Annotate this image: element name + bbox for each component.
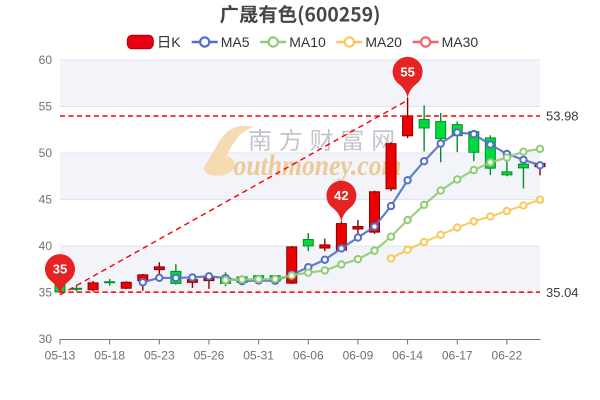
svg-text:42: 42 <box>334 188 348 203</box>
svg-text:50: 50 <box>39 146 53 160</box>
svg-text:MA5: MA5 <box>221 34 250 50</box>
svg-text:55: 55 <box>39 100 53 114</box>
svg-text:45: 45 <box>39 193 53 207</box>
svg-text:35: 35 <box>53 262 67 277</box>
svg-text:outhmoney.com: outhmoney.com <box>234 149 402 182</box>
svg-text:06-14: 06-14 <box>392 349 423 363</box>
svg-text:05-13: 05-13 <box>45 349 76 363</box>
svg-text:05-26: 05-26 <box>194 349 225 363</box>
svg-text:06-17: 06-17 <box>442 349 473 363</box>
svg-text:MA30: MA30 <box>442 34 479 50</box>
svg-text:60: 60 <box>39 53 53 67</box>
svg-text:06-09: 06-09 <box>343 349 374 363</box>
svg-text:06-06: 06-06 <box>293 349 324 363</box>
svg-text:MA10: MA10 <box>289 34 326 50</box>
svg-text:05-31: 05-31 <box>243 349 274 363</box>
svg-text:06-22: 06-22 <box>492 349 523 363</box>
svg-text:05-23: 05-23 <box>144 349 175 363</box>
svg-text:30: 30 <box>39 332 53 346</box>
svg-text:MA20: MA20 <box>365 34 402 50</box>
svg-text:55: 55 <box>400 64 414 79</box>
svg-text:40: 40 <box>39 239 53 253</box>
svg-text:53.98: 53.98 <box>546 109 579 124</box>
svg-text:K: K <box>171 34 181 50</box>
svg-text:35.04: 35.04 <box>546 285 579 300</box>
svg-text:35: 35 <box>39 286 53 300</box>
svg-text:05-18: 05-18 <box>94 349 125 363</box>
